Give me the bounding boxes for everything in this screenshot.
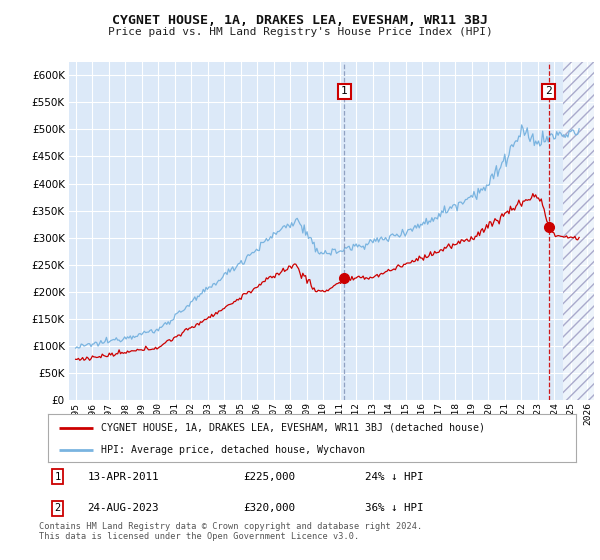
Text: 1: 1 (55, 472, 61, 482)
Text: £320,000: £320,000 (244, 503, 295, 514)
Text: 2: 2 (545, 86, 552, 96)
Bar (563, 62, 594, 400)
Text: CYGNET HOUSE, 1A, DRAKES LEA, EVESHAM, WR11 3BJ (detached house): CYGNET HOUSE, 1A, DRAKES LEA, EVESHAM, W… (101, 423, 485, 433)
Text: £225,000: £225,000 (244, 472, 295, 482)
Text: 24-AUG-2023: 24-AUG-2023 (88, 503, 159, 514)
Text: Price paid vs. HM Land Registry's House Price Index (HPI): Price paid vs. HM Land Registry's House … (107, 27, 493, 37)
Text: Contains HM Land Registry data © Crown copyright and database right 2024.
This d: Contains HM Land Registry data © Crown c… (39, 522, 422, 542)
Text: 1: 1 (341, 86, 348, 96)
FancyBboxPatch shape (563, 62, 594, 400)
Text: 13-APR-2011: 13-APR-2011 (88, 472, 159, 482)
Text: 2: 2 (55, 503, 61, 514)
Text: HPI: Average price, detached house, Wychavon: HPI: Average price, detached house, Wych… (101, 445, 365, 455)
Text: CYGNET HOUSE, 1A, DRAKES LEA, EVESHAM, WR11 3BJ: CYGNET HOUSE, 1A, DRAKES LEA, EVESHAM, W… (112, 14, 488, 27)
Text: 24% ↓ HPI: 24% ↓ HPI (365, 472, 424, 482)
Text: 36% ↓ HPI: 36% ↓ HPI (365, 503, 424, 514)
